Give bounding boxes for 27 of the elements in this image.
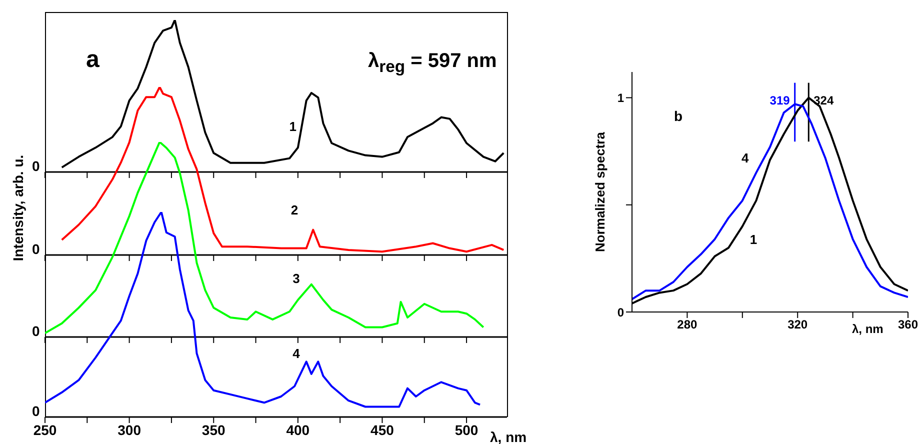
- x-axis-title: λ, nm: [852, 322, 884, 336]
- y-axis-title: Normalized spectra: [592, 131, 608, 252]
- text: b: [674, 108, 683, 124]
- text: 0: [32, 158, 40, 174]
- text: 0: [32, 403, 40, 419]
- ref-line-label: 319: [770, 93, 790, 108]
- series-label: 2: [290, 202, 298, 218]
- x-axis-title: λ, nm: [490, 429, 527, 444]
- x-tick-label: 450: [370, 422, 394, 438]
- text: a: [86, 46, 100, 74]
- series-label: 4: [292, 346, 301, 362]
- series-label: 1: [289, 119, 296, 134]
- x-tick-label: 500: [454, 422, 478, 438]
- text: 0: [32, 323, 40, 339]
- x-tick-label: 280: [677, 318, 698, 332]
- series-label: 1: [750, 232, 758, 247]
- series-label: 4: [742, 150, 750, 166]
- x-tick-label: 320: [788, 318, 808, 332]
- text: 0: [32, 241, 40, 257]
- y-axis-title: Intensity, arb. u.: [10, 154, 26, 264]
- x-tick-label: 400: [286, 422, 310, 438]
- series-label: 3: [292, 271, 300, 286]
- x-tick-label: 300: [118, 422, 142, 438]
- annotation: λ$_{reg}$ = 597 nm: [368, 50, 497, 77]
- x-tick-label: 350: [202, 422, 226, 438]
- x-tick-label: 360: [898, 318, 918, 332]
- x-tick-label: 250: [33, 422, 57, 438]
